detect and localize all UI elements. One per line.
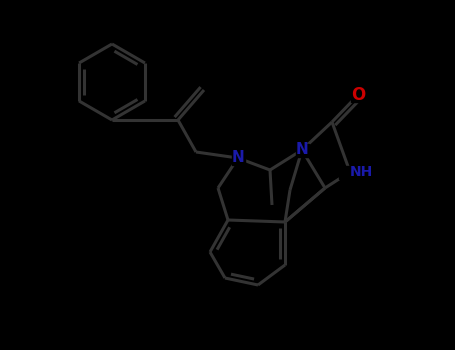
Bar [351, 88, 365, 102]
Bar [232, 152, 244, 164]
Text: N: N [296, 142, 308, 158]
Bar [339, 166, 361, 178]
Text: O: O [351, 86, 365, 104]
Text: NH: NH [350, 165, 373, 179]
Bar [295, 144, 308, 156]
Text: N: N [232, 150, 244, 166]
